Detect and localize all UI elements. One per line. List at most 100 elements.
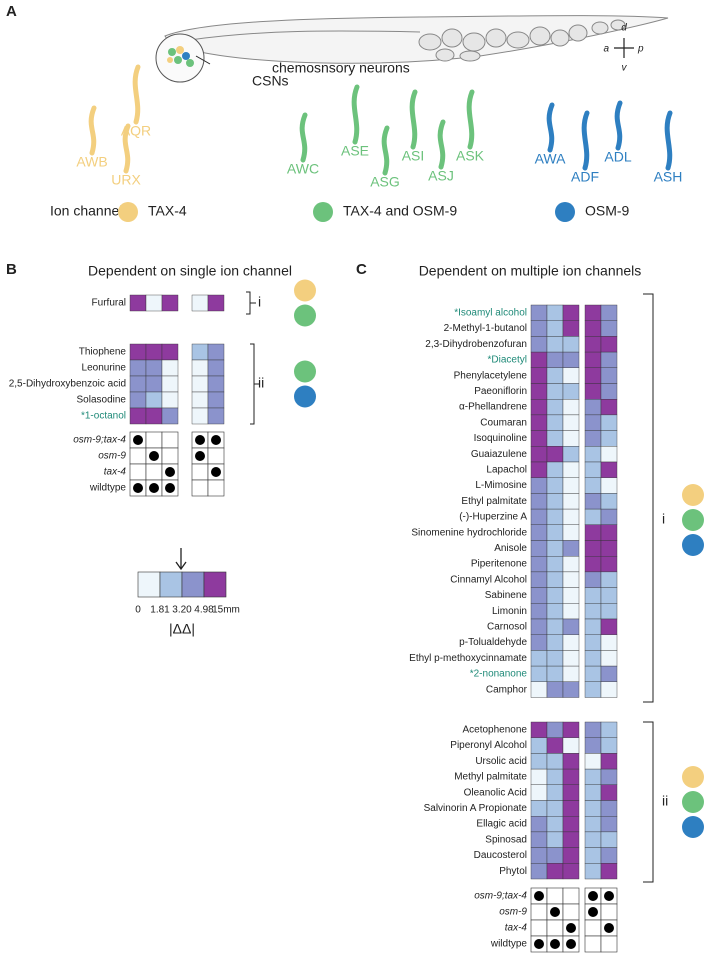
scale-box (159, 571, 183, 598)
heat-cell (600, 446, 618, 463)
genotype-dot (211, 467, 221, 477)
neuron-icon (122, 123, 131, 174)
heat-cell (584, 753, 602, 770)
heat-cell (600, 831, 618, 848)
heat-cell (562, 430, 580, 447)
heat-cell (546, 524, 564, 541)
heat-cell (600, 863, 618, 880)
genotype-cell (584, 935, 602, 953)
heat-cell (530, 383, 548, 400)
compound-name: Salvinorin A Propionate (424, 803, 528, 814)
heat-cell (546, 336, 564, 353)
heat-cell (530, 493, 548, 510)
genotype-cell (191, 479, 209, 497)
heat-cell (562, 753, 580, 770)
compound-name: Ursolic acid (475, 756, 527, 767)
worm-caption: CSNs (252, 73, 289, 89)
compound-name: 2,3-Dihydrobenzofuran (425, 339, 527, 350)
genotype-dot (550, 939, 560, 949)
heat-cell (207, 343, 225, 361)
genotype-dot (588, 891, 598, 901)
genotype-name: osm-9;tax-4 (474, 891, 527, 902)
heat-cell (584, 320, 602, 337)
genotype-cell (546, 919, 564, 937)
channel-dot (555, 202, 575, 222)
heat-cell (600, 304, 618, 321)
heat-cell (530, 634, 548, 651)
neuron-icon (409, 89, 418, 150)
heat-cell (584, 461, 602, 478)
compound-name: 2-Methyl-1-butanol (444, 323, 527, 334)
genotype-dot (604, 891, 614, 901)
heat-cell (129, 343, 147, 361)
channel-dot (118, 202, 138, 222)
panel-label: B (6, 261, 17, 278)
heat-cell (530, 650, 548, 667)
heat-cell (562, 847, 580, 864)
heat-cell (530, 847, 548, 864)
group-label: i (258, 294, 261, 310)
heat-cell (530, 816, 548, 833)
scale-box (181, 571, 205, 598)
heat-cell (600, 351, 618, 369)
channel-dot (682, 509, 704, 531)
worm-caption: chemosnsory neurons (272, 60, 410, 76)
neuron-icon (437, 119, 446, 170)
heat-cell (191, 294, 209, 312)
genotype-cell (562, 903, 580, 921)
heat-cell (546, 493, 564, 510)
heat-cell (584, 634, 602, 651)
heat-cell (546, 618, 564, 635)
neuron-label: ADF (571, 169, 599, 185)
heat-cell (600, 847, 618, 864)
genotype-name: osm-9;tax-4 (73, 435, 126, 446)
heat-cell (191, 343, 209, 361)
axis-letter: v (622, 63, 628, 74)
heat-cell (584, 587, 602, 604)
panel-label: A (6, 3, 17, 20)
neuron-icon (466, 89, 475, 150)
genotype-dot (133, 483, 143, 493)
genotype-name: tax-4 (104, 467, 127, 478)
heat-cell (584, 477, 602, 494)
heat-cell (584, 367, 602, 384)
heat-cell (562, 721, 580, 738)
heat-cell (530, 508, 548, 526)
compound-name: Coumaran (480, 417, 527, 428)
compass: d a p v (603, 23, 644, 74)
heat-cell (145, 375, 163, 393)
heat-cell (600, 556, 618, 573)
scale-label: |ΔΔ| (169, 621, 195, 637)
heat-cell (584, 430, 602, 447)
heat-cell (530, 721, 548, 738)
scale-tick-label: 0 (135, 605, 141, 616)
compound-name: Sinomenine hydrochloride (411, 527, 527, 538)
heat-cell (600, 753, 618, 770)
neuron-label: AWA (535, 151, 567, 167)
heat-cell (530, 540, 548, 557)
heat-cell (600, 571, 618, 588)
genotype-cell (562, 887, 580, 905)
compound-name: Phenylacetylene (454, 370, 528, 381)
genotype-cell (129, 463, 147, 481)
heat-cell (530, 665, 548, 682)
heat-cell (191, 359, 209, 377)
heat-cell (584, 336, 602, 353)
neuron-label: ASJ (428, 168, 454, 184)
heat-cell (600, 634, 618, 651)
heat-cell (546, 571, 564, 588)
heat-cell (546, 508, 564, 526)
heat-cell (207, 391, 225, 409)
genotype-cell (600, 903, 618, 921)
heat-cell (129, 407, 147, 425)
compound-name: Ellagic acid (476, 819, 527, 830)
arrow (175, 548, 187, 571)
heat-cell (530, 556, 548, 573)
heat-cell (546, 800, 564, 817)
heat-cell (145, 294, 163, 312)
neuron-label: AWC (287, 161, 319, 177)
heat-cell (562, 524, 580, 541)
scale-box (137, 571, 161, 598)
compound-name: 2,5-Dihydroxybenzoic acid (9, 379, 126, 390)
heat-cell (546, 634, 564, 651)
